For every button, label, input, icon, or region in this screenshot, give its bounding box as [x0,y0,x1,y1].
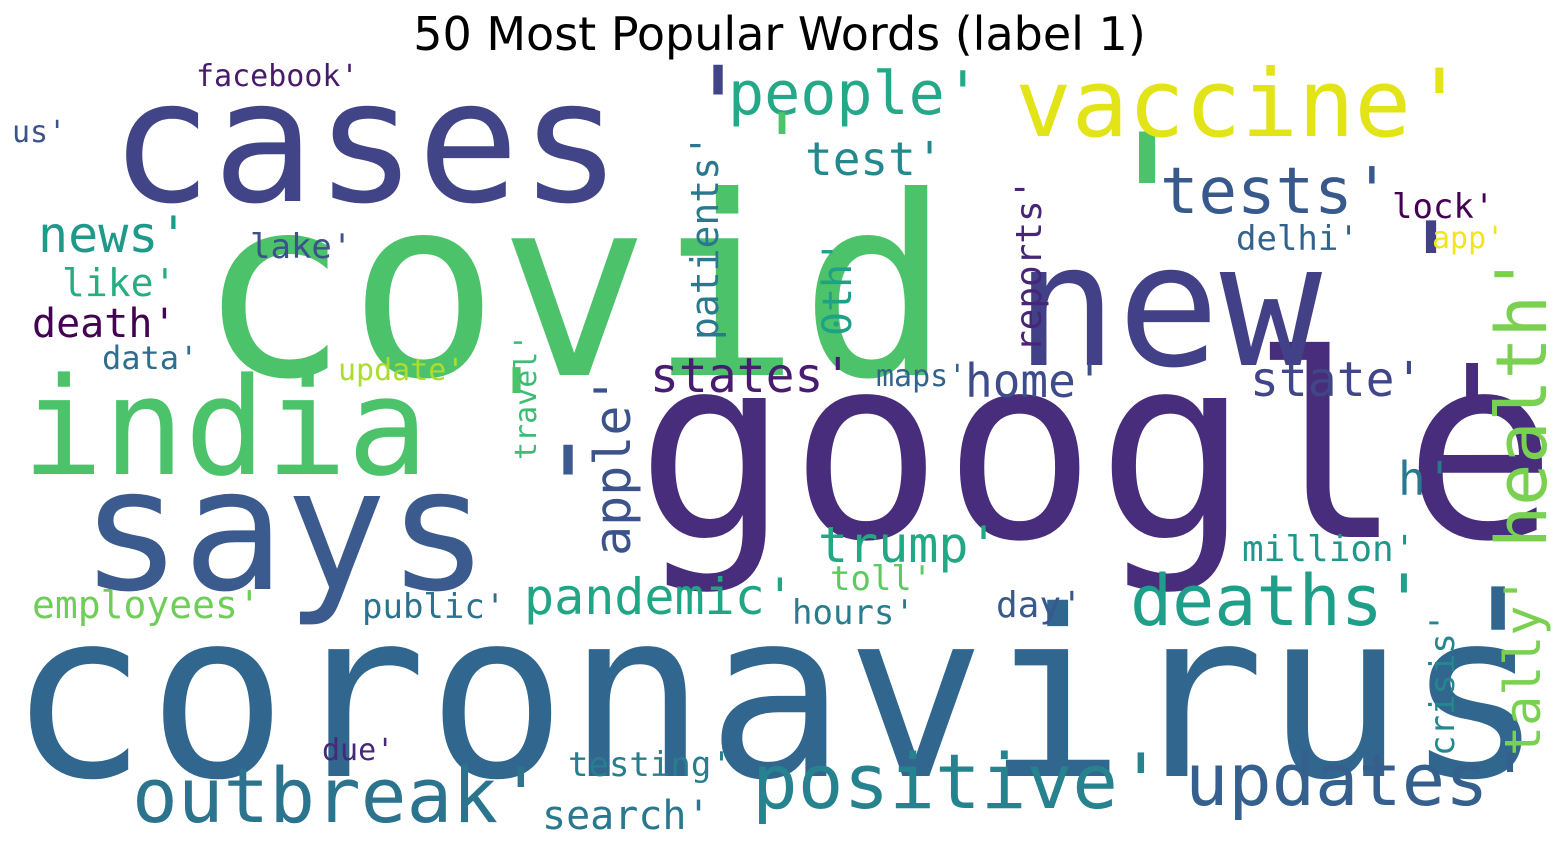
dot-mark: ' [758,97,807,190]
word-data: data' [102,339,199,377]
word-cases-quote: ' [685,43,752,171]
word-testing: testing' [568,745,732,785]
word-tests: tests' [1160,155,1392,229]
word-deaths: deaths' [1130,560,1426,642]
word-states: states' [650,348,853,404]
word-lake: lake' [250,227,353,267]
word-home: home' [965,354,1104,408]
word-update: update' [338,353,465,388]
word-million: million' [1242,529,1416,570]
word-lock: lock' [1392,187,1495,227]
word-news: news' [38,206,189,264]
word-0th: 0th' [815,239,861,336]
word-maps: maps' [876,359,967,394]
word-us: us' [12,115,67,150]
word-pandemic: pandemic' [524,568,795,626]
word-india-quote: ' [488,350,546,460]
word-says-quote: ' [535,423,602,551]
word-h: h' [1398,452,1454,506]
word-india: india [22,349,429,506]
word-patients: patients' [683,134,727,340]
word-like: like' [62,261,177,305]
word-day: day' [996,585,1083,626]
word-coronavirus-quote: ' [1450,554,1547,741]
chart-title: 50 Most Popular Words (label 1) [413,7,1146,61]
word-outbreak: outbreak' [132,751,544,840]
word-vaccine: vaccine' [1015,50,1468,159]
word-search: search' [542,793,711,839]
word-app: app' [1432,221,1505,256]
word-crisis: crisis' [1423,612,1463,756]
word-covid: covid [198,143,951,434]
word-toll: toll' [830,559,933,599]
word-death: death' [32,301,177,347]
word-public: public' [362,587,506,627]
word-says: says [80,432,490,630]
word-due: due' [322,733,395,768]
word-test: test' [805,132,944,186]
word-facebook: facebook' [196,59,359,94]
word-google: google [635,301,1557,598]
word-state: state' [1250,352,1424,408]
word-coronavirus: coronavirus [8,561,1545,831]
word-cases: cases [110,44,622,242]
word-travel: travel' [509,333,544,460]
word-employees: employees' [32,583,261,627]
word-apple: apple' [584,375,642,556]
word-new: new [1015,208,1323,406]
word-google-quote: ' [1430,336,1515,499]
word-delhi: delhi' [1236,219,1359,259]
word-hours: hours' [792,593,915,633]
word-reports: reports' [1009,178,1050,352]
word-health: health' [1481,252,1559,548]
word-updates: updates' [1185,738,1532,822]
word-positive: positive' [752,737,1164,826]
word-covid-quote: ' [1090,94,1205,315]
word-people: people' [728,59,981,129]
word-trump: trump' [818,516,999,574]
word-new-quote: ' [1395,198,1468,337]
word-tally: tally' [1494,575,1552,756]
